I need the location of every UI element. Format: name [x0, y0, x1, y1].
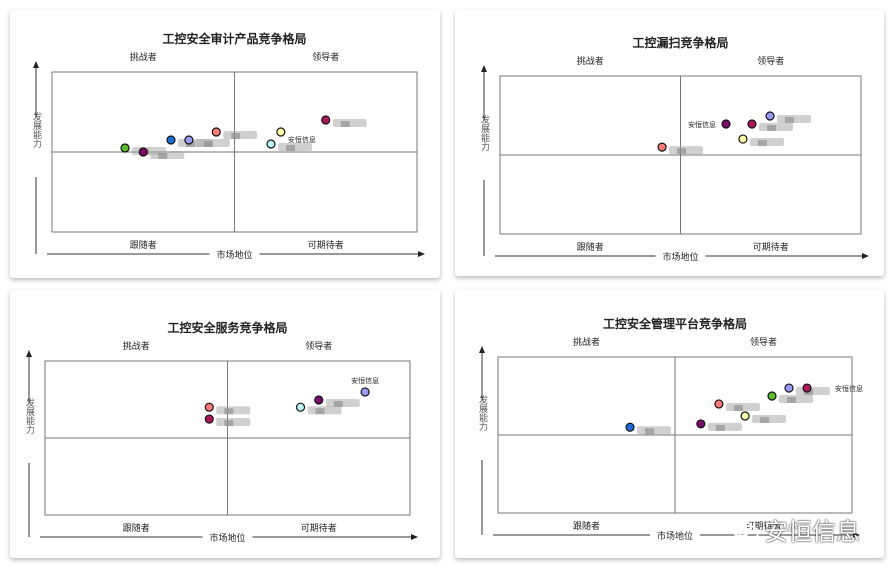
quadrant-label-promising: 可期待者 — [753, 241, 789, 253]
blurred-company-label — [224, 408, 234, 415]
data-point-label: 安恒信息 — [688, 120, 716, 129]
blurred-company-label — [286, 145, 295, 151]
data-point — [740, 411, 750, 421]
data-point — [166, 135, 176, 145]
x-axis-arrow-icon — [862, 253, 869, 259]
chart-title: 工控漏扫竞争格局 — [632, 35, 728, 50]
quadrant-label-challenger: 挑战者 — [577, 55, 604, 67]
blurred-company-label — [760, 416, 770, 423]
quadrant-label-challenger: 挑战者 — [573, 336, 600, 348]
data-point — [314, 395, 324, 405]
y-axis-arrow-icon — [26, 350, 32, 357]
data-point — [211, 127, 221, 137]
watermark: 安恒信息 — [730, 512, 860, 547]
y-axis-arrow-icon — [481, 65, 487, 72]
data-point — [721, 119, 731, 129]
quadrant-label-promising: 可期待者 — [745, 520, 781, 532]
data-point — [696, 419, 706, 429]
quadrant-label-challenger: 挑战者 — [123, 340, 150, 352]
watermark-text: 安恒信息 — [764, 518, 860, 546]
blurred-company-label — [677, 148, 687, 155]
data-point — [747, 119, 757, 129]
quadrant-label-challenger: 挑战者 — [130, 51, 157, 63]
data-point — [276, 127, 286, 137]
y-axis-label: 发展能力 — [24, 397, 35, 435]
blurred-company-label — [645, 428, 655, 435]
blurred-company-label — [340, 121, 350, 127]
chart-card-2 — [455, 10, 884, 276]
quadrant-label-follower: 跟随者 — [577, 241, 604, 253]
blurred-company-label — [315, 408, 325, 415]
blurred-company-label — [766, 125, 776, 132]
data-point — [714, 399, 724, 409]
y-axis-label: 发展能力 — [31, 111, 42, 149]
data-point — [204, 414, 214, 424]
blurred-company-label — [224, 420, 234, 427]
y-axis-label: 发展能力 — [479, 114, 490, 152]
x-axis-arrow-icon — [411, 534, 418, 540]
y-axis-arrow-icon — [33, 61, 39, 68]
x-axis-label: 市场地位 — [657, 530, 693, 542]
data-point-label: 安恒信息 — [351, 376, 379, 385]
data-point — [625, 422, 635, 432]
blurred-company-label — [231, 133, 241, 139]
blurred-company-label — [733, 404, 743, 411]
blurred-company-label — [785, 116, 795, 123]
data-point — [120, 143, 130, 153]
x-axis-arrow-icon — [418, 251, 425, 257]
y-axis-label: 发展能力 — [477, 394, 488, 432]
quadrant-label-leader: 领导者 — [305, 340, 332, 352]
data-point — [802, 383, 812, 393]
data-point — [321, 115, 331, 125]
blurred-company-label — [786, 397, 796, 403]
x-axis-label: 市场地位 — [216, 249, 252, 261]
chart-title: 工控安全服务竞争格局 — [167, 320, 287, 335]
data-point — [738, 134, 748, 144]
blurred-company-label — [757, 140, 767, 147]
blurred-company-label — [333, 400, 343, 407]
quadrant-label-promising: 可期待者 — [308, 239, 344, 251]
wechat-icon — [730, 518, 760, 542]
chart-title: 工控安全管理平台竞争格局 — [603, 316, 747, 331]
x-axis-label: 市场地位 — [209, 532, 245, 544]
data-point — [657, 142, 667, 152]
blurred-company-label — [203, 141, 213, 147]
blurred-company-label — [158, 153, 168, 159]
data-point — [767, 391, 777, 401]
data-point — [266, 139, 276, 149]
x-axis-label: 市场地位 — [662, 251, 698, 263]
data-point — [360, 387, 370, 397]
data-point — [204, 402, 214, 412]
quadrant-label-leader: 领导者 — [750, 336, 777, 348]
quadrant-label-follower: 跟随者 — [123, 522, 150, 534]
blurred-company-label — [715, 424, 725, 431]
data-point-label: 安恒信息 — [288, 135, 316, 144]
y-axis-arrow-icon — [479, 346, 485, 353]
quadrant-label-promising: 可期待者 — [301, 522, 337, 534]
chart-1: 工控安全审计产品竞争格局挑战者 领导者跟随者 可期待者市场地位 发展能力安恒信息 — [31, 31, 425, 261]
quadrant-label-follower: 跟随者 — [130, 239, 157, 251]
quadrant-label-follower: 跟随者 — [573, 520, 600, 532]
quadrant-label-leader: 领导者 — [757, 55, 784, 67]
quadrant-label-leader: 领导者 — [312, 51, 339, 63]
x-axis-arrow-icon — [853, 532, 860, 538]
data-point — [765, 111, 775, 121]
data-point — [184, 135, 194, 145]
data-point — [138, 147, 148, 157]
data-point — [295, 402, 306, 412]
data-point-label: 安恒信息 — [835, 384, 863, 393]
data-point — [784, 383, 794, 393]
chart-title: 工控安全审计产品竞争格局 — [162, 31, 306, 46]
